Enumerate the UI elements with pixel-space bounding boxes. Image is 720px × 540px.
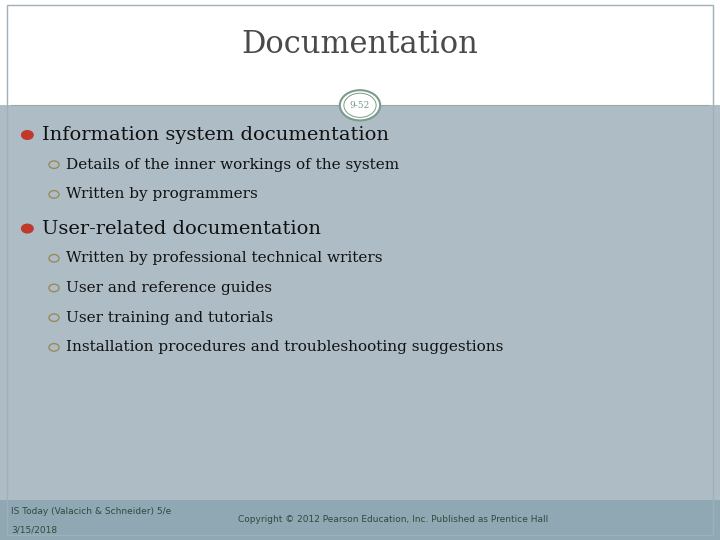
Text: 9-52: 9-52 [350,101,370,110]
Text: Copyright © 2012 Pearson Education, Inc. Published as Prentice Hall: Copyright © 2012 Pearson Education, Inc.… [238,515,548,524]
FancyBboxPatch shape [0,500,720,540]
Text: User training and tutorials: User training and tutorials [66,310,274,325]
FancyBboxPatch shape [0,0,720,105]
FancyBboxPatch shape [0,105,720,500]
Text: Details of the inner workings of the system: Details of the inner workings of the sys… [66,158,400,172]
Text: Written by programmers: Written by programmers [66,187,258,201]
Text: Documentation: Documentation [242,29,478,60]
Text: User-related documentation: User-related documentation [42,220,321,238]
Circle shape [22,224,33,233]
Text: User and reference guides: User and reference guides [66,281,272,295]
Text: Written by professional technical writers: Written by professional technical writer… [66,251,383,265]
Text: IS Today (Valacich & Schneider) 5/e: IS Today (Valacich & Schneider) 5/e [11,507,171,516]
Text: 3/15/2018: 3/15/2018 [11,525,57,535]
Text: Installation procedures and troubleshooting suggestions: Installation procedures and troubleshoot… [66,340,503,354]
Circle shape [340,90,380,120]
Circle shape [22,131,33,139]
Text: Information system documentation: Information system documentation [42,126,389,144]
